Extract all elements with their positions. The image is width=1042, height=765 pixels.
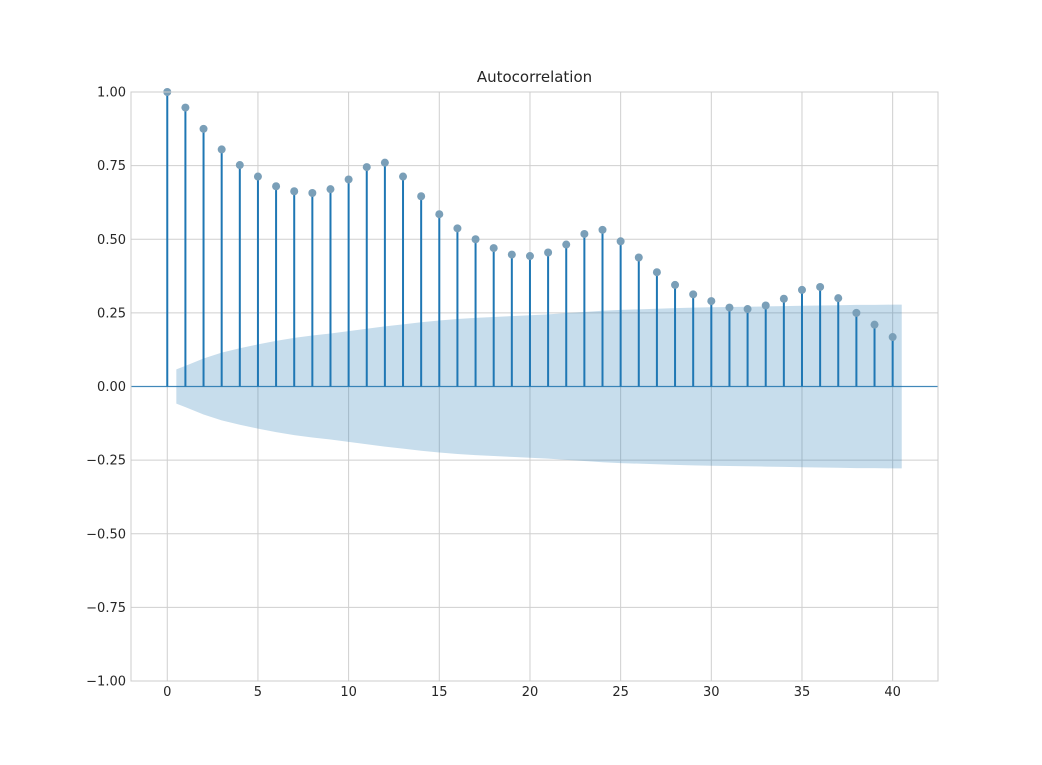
acf-point <box>217 145 226 154</box>
acf-point <box>562 240 571 249</box>
acf-point <box>779 294 788 303</box>
acf-point <box>652 268 661 277</box>
acf-point <box>489 244 498 253</box>
acf-point <box>471 235 480 244</box>
x-tick-label: 25 <box>612 685 629 700</box>
acf-point <box>181 103 190 112</box>
acf-point <box>634 253 643 262</box>
acf-point <box>435 210 444 219</box>
acf-point <box>453 224 462 233</box>
acf-point <box>380 158 389 167</box>
stems-layer <box>166 92 894 387</box>
acf-point <box>816 282 825 291</box>
acf-point <box>253 172 262 181</box>
acf-point <box>852 308 861 317</box>
y-tick-label: −0.75 <box>86 601 126 616</box>
acf-point <box>544 248 553 257</box>
plot-frame <box>130 91 939 682</box>
acf-point <box>743 305 752 314</box>
acf-point <box>199 124 208 133</box>
x-tick-labels: 0 5 10 15 20 25 30 35 40 <box>163 685 901 700</box>
acf-point <box>326 185 335 194</box>
x-tick-label: 35 <box>794 685 811 700</box>
acf-point <box>507 250 516 259</box>
y-tick-label: 0.00 <box>97 380 126 395</box>
acf-point <box>290 187 299 196</box>
acf-point <box>834 294 843 303</box>
acf-point <box>797 285 806 294</box>
y-tick-labels: −1.00 −0.75 −0.50 −0.25 0.00 0.25 0.50 0.75 1.00 <box>86 86 126 690</box>
acf-point <box>235 161 244 170</box>
x-tick-label: 40 <box>884 685 901 700</box>
x-tick-label: 10 <box>340 685 357 700</box>
x-tick-label: 5 <box>254 685 262 700</box>
acf-point <box>725 303 734 312</box>
acf-point <box>888 333 897 342</box>
y-tick-label: −0.25 <box>86 454 126 469</box>
acf-point <box>308 189 317 198</box>
x-tick-label: 0 <box>163 685 171 700</box>
acf-point <box>362 163 371 172</box>
y-tick-label: 0.25 <box>97 306 126 321</box>
acf-point <box>344 175 353 184</box>
markers-layer <box>163 88 897 342</box>
y-tick-label: −0.50 <box>86 527 126 542</box>
acf-point <box>761 301 770 310</box>
acf-point <box>580 229 589 238</box>
acf-point <box>417 192 426 201</box>
acf-point <box>272 182 281 191</box>
y-tick-label: 0.75 <box>97 159 126 174</box>
acf-point <box>671 280 680 289</box>
chart-title: Autocorrelation <box>477 68 592 86</box>
acf-point <box>616 237 625 246</box>
y-tick-label: 1.00 <box>97 86 126 101</box>
x-tick-label: 15 <box>431 685 448 700</box>
acf-point <box>870 320 879 329</box>
acf-point <box>689 290 698 299</box>
acf-point <box>707 297 716 306</box>
acf-point <box>399 172 408 181</box>
acf-point <box>525 252 534 261</box>
y-tick-label: 0.50 <box>97 233 126 248</box>
y-tick-label: −1.00 <box>86 675 126 690</box>
x-tick-label: 30 <box>703 685 720 700</box>
acf-point <box>598 225 607 234</box>
x-tick-label: 20 <box>522 685 539 700</box>
